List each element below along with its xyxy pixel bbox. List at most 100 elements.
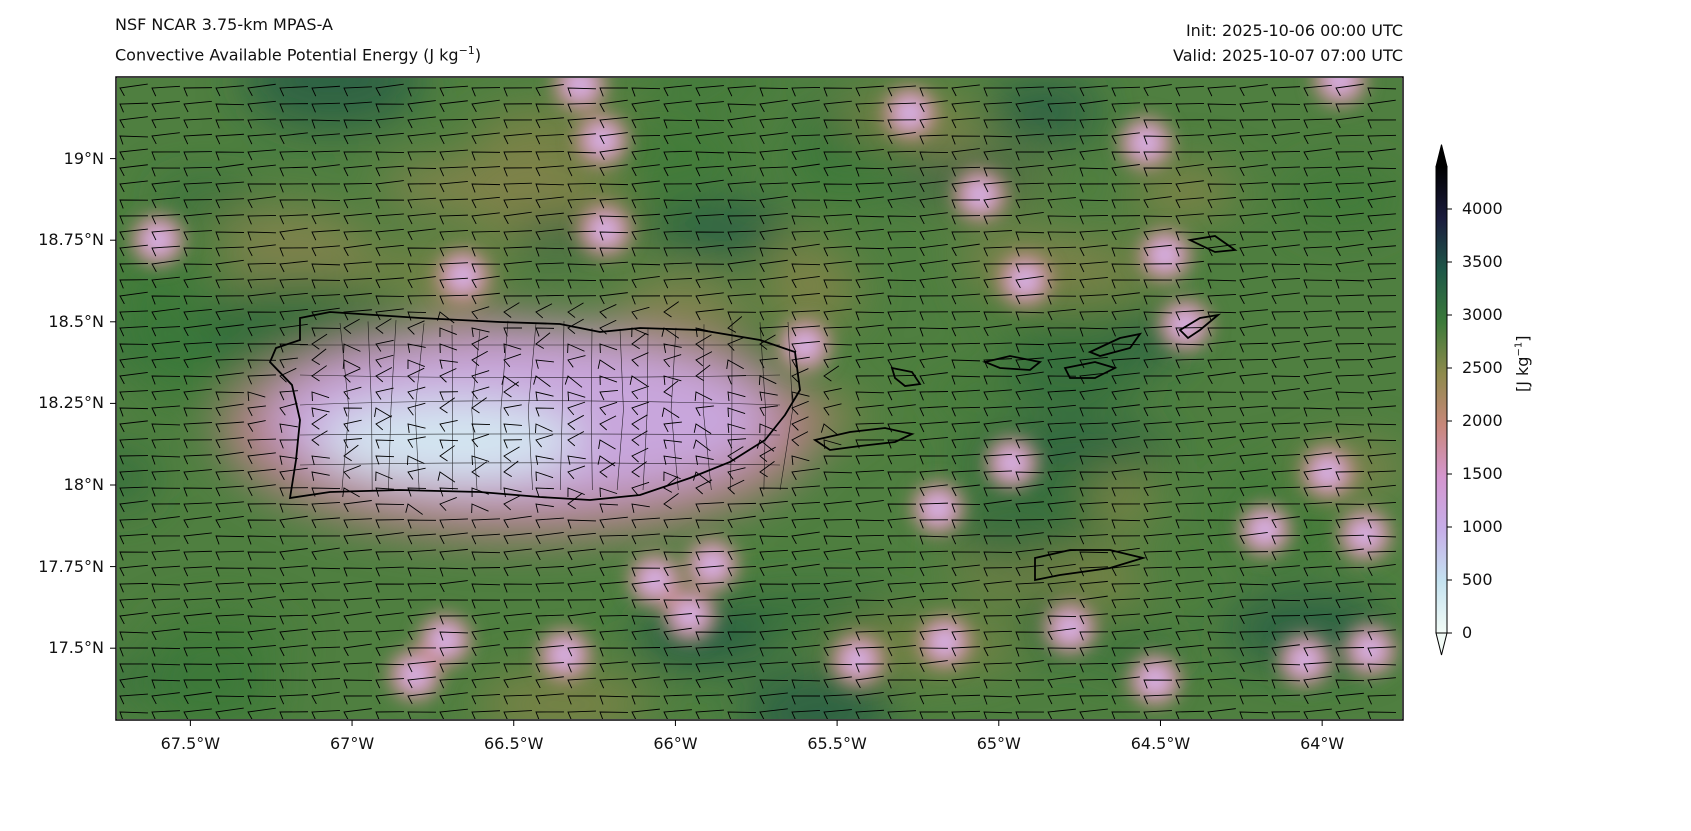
wind-barb bbox=[439, 445, 455, 462]
wind-barb bbox=[599, 147, 628, 161]
municipality-border bbox=[367, 321, 373, 491]
wind-barb bbox=[759, 276, 788, 289]
wind-barb bbox=[855, 500, 884, 513]
wind-barb bbox=[151, 549, 180, 561]
wind-barb bbox=[151, 647, 181, 657]
wind-barb bbox=[663, 439, 682, 449]
colorbar-extend-min bbox=[1435, 632, 1448, 656]
wind-barb bbox=[1271, 599, 1301, 609]
wind-barb bbox=[919, 391, 949, 401]
wind-barb bbox=[855, 276, 884, 289]
wind-barb bbox=[247, 663, 277, 673]
coastline-culebra bbox=[890, 366, 922, 387]
wind-barb bbox=[631, 628, 660, 641]
wind-barb bbox=[1303, 263, 1333, 273]
wind-barb bbox=[631, 213, 660, 225]
municipality-border bbox=[299, 400, 781, 406]
wind-barb bbox=[1143, 405, 1172, 417]
wind-barb bbox=[1143, 611, 1172, 625]
wind-barb bbox=[631, 662, 660, 673]
wind-barb bbox=[567, 318, 584, 335]
wind-barb bbox=[1015, 293, 1044, 305]
wind-barb bbox=[1239, 263, 1269, 273]
wind-barb bbox=[567, 295, 597, 305]
wind-barb bbox=[503, 404, 522, 416]
wind-barb bbox=[151, 276, 180, 289]
wind-barb bbox=[1335, 374, 1364, 385]
wind-barb bbox=[247, 420, 266, 432]
wind-barb bbox=[439, 419, 458, 432]
wind-barb bbox=[1367, 452, 1396, 465]
wind-barb bbox=[1111, 547, 1140, 561]
wind-barb bbox=[503, 151, 533, 161]
wind-barb bbox=[119, 310, 148, 321]
wind-barb bbox=[503, 381, 520, 398]
wind-barb bbox=[1207, 614, 1237, 625]
wind-barb bbox=[1303, 629, 1332, 641]
wind-barb bbox=[567, 599, 597, 609]
wind-barb bbox=[855, 228, 884, 241]
colorbar-tick-label: 4000 bbox=[1462, 199, 1503, 218]
wind-barb bbox=[119, 500, 148, 513]
wind-barb bbox=[1143, 550, 1173, 561]
wind-barb bbox=[535, 117, 564, 129]
wind-barb bbox=[247, 311, 277, 321]
wind-barb bbox=[983, 695, 1013, 705]
wind-barb bbox=[1047, 675, 1076, 689]
wind-barb bbox=[407, 692, 436, 705]
colorbar bbox=[1435, 144, 1452, 656]
wind-barb bbox=[215, 85, 244, 97]
wind-barb bbox=[1143, 215, 1172, 225]
wind-barb bbox=[503, 353, 522, 368]
wind-barb bbox=[1367, 663, 1397, 673]
wind-barb bbox=[567, 519, 596, 529]
wind-barb bbox=[1207, 103, 1237, 113]
wind-barb bbox=[343, 277, 372, 289]
wind-barb bbox=[919, 436, 948, 449]
wind-barb bbox=[791, 163, 820, 177]
wind-barb bbox=[887, 679, 917, 689]
wind-barb bbox=[631, 599, 661, 609]
wind-barb bbox=[183, 647, 213, 657]
wind-barb bbox=[855, 342, 885, 353]
wind-barb bbox=[887, 279, 917, 289]
wind-barb bbox=[791, 147, 820, 161]
wind-barb bbox=[279, 132, 308, 145]
wind-barb bbox=[407, 100, 436, 113]
wind-barb bbox=[1335, 566, 1365, 577]
wind-barb bbox=[695, 199, 725, 209]
wind-barb bbox=[919, 180, 948, 193]
wind-barb bbox=[1207, 340, 1236, 353]
wind-barb bbox=[407, 295, 437, 305]
wind-barb bbox=[791, 517, 820, 529]
wind-barb bbox=[119, 420, 148, 433]
wind-barb bbox=[855, 469, 884, 481]
wind-barb bbox=[1335, 471, 1365, 481]
wind-barb bbox=[663, 551, 693, 561]
field-title-sup: −1 bbox=[458, 44, 475, 57]
wind-barb bbox=[119, 135, 148, 145]
cape-minimum bbox=[449, 262, 477, 290]
wind-barb bbox=[983, 420, 1012, 433]
wind-barb bbox=[503, 423, 522, 433]
wind-barb bbox=[1239, 611, 1268, 625]
wind-barb bbox=[567, 198, 596, 209]
wind-barb bbox=[1111, 711, 1141, 719]
wind-barb bbox=[951, 534, 980, 545]
wind-barb bbox=[503, 103, 533, 113]
wind-barb bbox=[279, 515, 308, 529]
wind-barb bbox=[151, 151, 181, 161]
wind-barb bbox=[919, 535, 948, 545]
wind-barb bbox=[1303, 166, 1333, 177]
wind-barb bbox=[791, 391, 810, 401]
wind-barb bbox=[1239, 452, 1268, 465]
wind-barb bbox=[247, 374, 276, 385]
wind-barb bbox=[1335, 423, 1364, 433]
wind-barb bbox=[1015, 100, 1044, 113]
wind-barb bbox=[1015, 86, 1044, 97]
wind-barb bbox=[695, 308, 724, 321]
cape-minimum bbox=[1151, 241, 1179, 269]
wind-barb bbox=[1047, 215, 1077, 225]
